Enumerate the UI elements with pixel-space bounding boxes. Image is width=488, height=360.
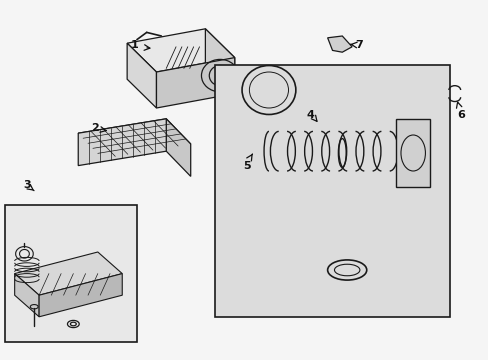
FancyBboxPatch shape — [215, 65, 449, 317]
Polygon shape — [78, 119, 166, 166]
Text: 7: 7 — [355, 40, 363, 50]
Polygon shape — [15, 252, 122, 295]
FancyBboxPatch shape — [5, 205, 137, 342]
Polygon shape — [395, 119, 429, 187]
Polygon shape — [127, 29, 234, 72]
Polygon shape — [78, 119, 190, 158]
Polygon shape — [15, 274, 39, 317]
Text: 3: 3 — [23, 180, 31, 190]
Polygon shape — [166, 119, 190, 176]
Text: 2: 2 — [91, 123, 99, 133]
Text: 5: 5 — [243, 161, 250, 171]
Text: 1: 1 — [130, 40, 138, 50]
Text: 6: 6 — [456, 110, 464, 120]
Polygon shape — [39, 274, 122, 317]
Polygon shape — [327, 36, 351, 52]
Polygon shape — [205, 29, 234, 94]
Polygon shape — [127, 43, 156, 108]
Text: 4: 4 — [306, 110, 314, 120]
Polygon shape — [156, 58, 234, 108]
